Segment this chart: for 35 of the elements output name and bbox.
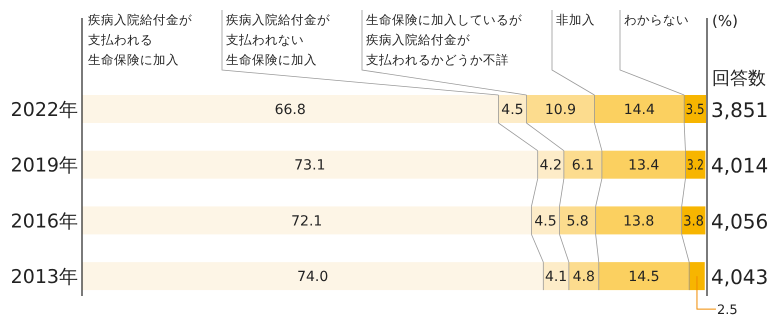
text: 4,056: [711, 209, 768, 234]
text: 非加入: [556, 12, 595, 27]
text: 回答数: [712, 68, 766, 89]
data-label: 4.1: [544, 269, 568, 286]
data-label: 13.4: [628, 158, 660, 174]
data-label: 73.1: [294, 158, 326, 174]
data-label: 5.8: [566, 213, 589, 230]
data-label: 6.1: [572, 158, 594, 174]
data-label: 13.8: [623, 213, 654, 230]
text: 4,014: [711, 154, 768, 178]
data-label: 74.0: [297, 269, 328, 286]
y-tick-label: 2022年: [10, 99, 78, 121]
text: (%): [712, 12, 738, 30]
y-tick-label: 2013年: [10, 266, 78, 288]
data-label: 10.9: [544, 102, 576, 118]
data-label: 66.8: [274, 102, 306, 118]
text: 4,043: [711, 265, 768, 290]
text: わからない: [624, 12, 689, 27]
data-label: 14.4: [624, 102, 655, 118]
text: 疾病入院給付金が支払われる生命保険に加入: [88, 12, 192, 67]
data-label: 3.5: [686, 102, 708, 118]
text: 生命保険に加入しているが疾病入院給付金が支払われるかどうか不詳: [366, 12, 522, 67]
data-label: 4.5: [501, 102, 524, 118]
data-label: 2.5: [716, 303, 738, 318]
data-label: 3.8: [683, 213, 706, 230]
data-label: 14.5: [628, 269, 660, 286]
data-label: 4.2: [540, 158, 562, 174]
data-label: 3.2: [686, 158, 710, 174]
data-label: 4.8: [572, 269, 595, 286]
data-label: 72.1: [291, 213, 322, 230]
data-label: 4.5: [534, 213, 557, 230]
y-tick-label: 2016年: [10, 210, 78, 232]
y-tick-label: 2019年: [10, 154, 78, 177]
text: 3,851: [711, 98, 768, 122]
text: 疾病入院給付金が支払われない生命保険に加入: [226, 12, 330, 67]
